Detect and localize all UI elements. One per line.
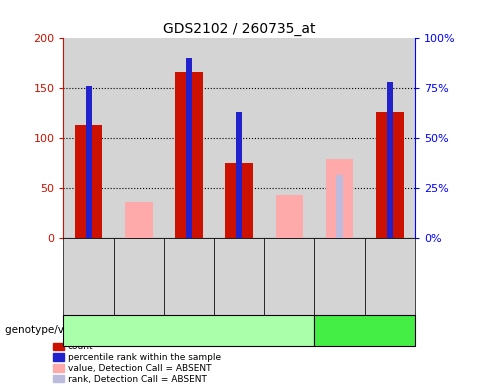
Bar	[114, 38, 164, 238]
Bar	[276, 195, 303, 238]
Bar	[386, 82, 393, 238]
Bar	[186, 58, 192, 238]
Bar	[325, 159, 353, 238]
Bar	[314, 38, 365, 238]
Text: GSM105205: GSM105205	[335, 249, 344, 304]
Legend: count, percentile rank within the sample, value, Detection Call = ABSENT, rank, : count, percentile rank within the sample…	[53, 343, 221, 384]
Bar	[125, 202, 153, 238]
Text: GSM105204: GSM105204	[134, 249, 143, 304]
Text: GSM105203: GSM105203	[84, 249, 93, 304]
Bar	[164, 38, 214, 238]
Bar	[63, 38, 114, 238]
Title: GDS2102 / 260735_at: GDS2102 / 260735_at	[163, 22, 315, 36]
Bar	[75, 125, 102, 238]
Bar	[175, 72, 203, 238]
Text: genotype/variation ▶: genotype/variation ▶	[5, 325, 115, 335]
Text: wild type: wild type	[163, 325, 214, 335]
Bar	[236, 112, 242, 238]
Bar	[264, 38, 314, 238]
Text: sta1-1 mutant: sta1-1 mutant	[327, 325, 402, 335]
Bar	[85, 86, 92, 238]
Text: GSM107711: GSM107711	[235, 249, 244, 304]
Bar	[337, 175, 343, 238]
Bar	[214, 38, 264, 238]
Bar	[365, 38, 415, 238]
Text: GSM107712: GSM107712	[285, 249, 294, 304]
Bar	[376, 112, 404, 238]
Text: GSM105206: GSM105206	[385, 249, 394, 304]
Text: GSM107670: GSM107670	[184, 249, 193, 304]
Bar	[225, 163, 253, 238]
